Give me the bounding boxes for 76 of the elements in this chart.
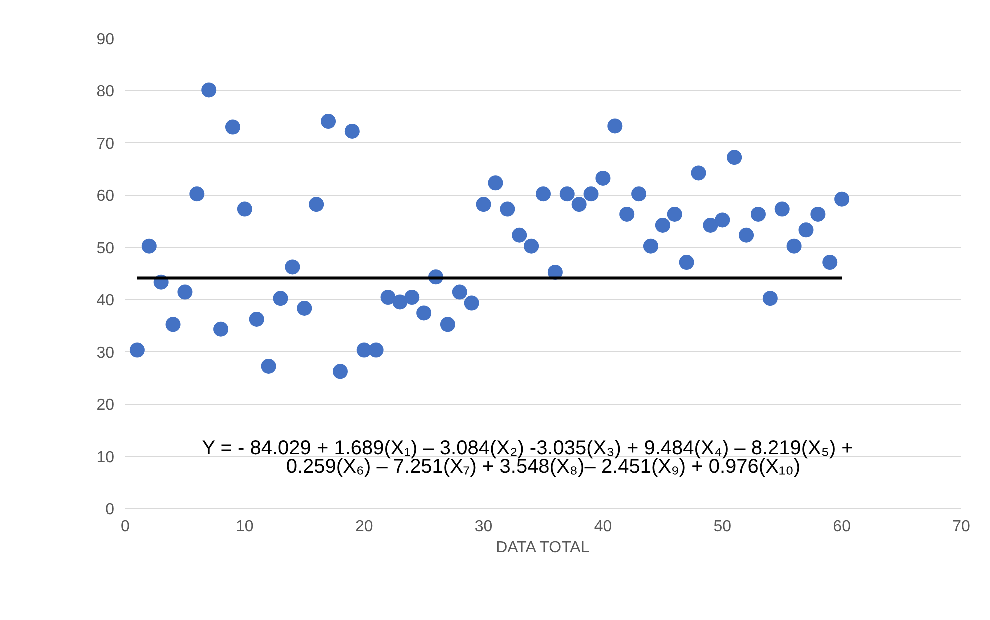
- point: [488, 176, 504, 191]
- x-tick-label: 20: [355, 518, 374, 536]
- point: [332, 364, 348, 380]
- point: [440, 317, 456, 332]
- x-tick-label: 70: [952, 518, 970, 536]
- point: [512, 228, 528, 243]
- point: [810, 207, 826, 222]
- point: [572, 197, 587, 212]
- point: [368, 342, 384, 358]
- point: [273, 291, 288, 306]
- point: [667, 207, 682, 222]
- point: [297, 301, 312, 316]
- point: [142, 238, 157, 254]
- point: [249, 312, 264, 327]
- point: [798, 222, 814, 238]
- point: [178, 284, 193, 300]
- point: [715, 212, 730, 228]
- point: [584, 186, 599, 202]
- point: [739, 228, 754, 243]
- point: [655, 218, 670, 233]
- point: [679, 255, 694, 270]
- annotation: Y = - 84.029 + 1.689(X₁) – 3.084(X₂) -3.035(X₃) + 9.484(X₄) – 8.219(X₅) +: [202, 437, 854, 460]
- point: [834, 192, 850, 207]
- point: [727, 150, 742, 166]
- x-tick-label: 30: [474, 518, 493, 536]
- point: [774, 202, 790, 217]
- x-axis-title: DATA TOTAL: [496, 540, 590, 556]
- point: [190, 186, 205, 202]
- y-tick-label: 90: [96, 32, 115, 48]
- point: [344, 124, 360, 139]
- point: [392, 294, 408, 310]
- point: [237, 202, 252, 217]
- point: [452, 284, 468, 300]
- point: [762, 291, 778, 306]
- point: [524, 238, 540, 254]
- point: [309, 197, 324, 212]
- point: [703, 218, 718, 233]
- y-tick-label: 0: [106, 502, 115, 518]
- point: [786, 238, 802, 254]
- point: [321, 114, 336, 130]
- point: [476, 197, 492, 212]
- point: [404, 290, 420, 306]
- point: [691, 166, 706, 181]
- point: [380, 290, 396, 306]
- x-tick-label: 60: [833, 518, 852, 536]
- y-tick-label: 20: [96, 397, 115, 414]
- point: [225, 120, 240, 135]
- point: [464, 296, 480, 311]
- point: [822, 255, 838, 270]
- y-tick-label: 70: [96, 136, 115, 153]
- x-tick-label: 0: [121, 518, 130, 536]
- x-tick-label: 10: [236, 518, 254, 536]
- x-tick-label: 40: [594, 518, 612, 536]
- point: [608, 118, 623, 134]
- point: [560, 186, 575, 202]
- point: [261, 358, 276, 374]
- point: [202, 82, 217, 98]
- point: [166, 317, 181, 332]
- y-tick-label: 30: [96, 344, 115, 362]
- y-tick-label: 50: [96, 240, 115, 258]
- point: [632, 186, 647, 202]
- point: [416, 306, 432, 321]
- point: [500, 202, 516, 217]
- point: [285, 260, 300, 275]
- point: [214, 322, 229, 337]
- point: [643, 238, 658, 254]
- point: [750, 207, 766, 222]
- y-tick-label: 40: [96, 292, 115, 310]
- y-tick-label: 60: [96, 188, 115, 206]
- point: [620, 207, 635, 222]
- x-tick-label: 50: [714, 518, 732, 536]
- point: [536, 186, 551, 202]
- y-tick-label: 80: [96, 84, 115, 101]
- point: [596, 170, 611, 186]
- point: [130, 342, 145, 358]
- y-tick-label: 10: [96, 449, 115, 466]
